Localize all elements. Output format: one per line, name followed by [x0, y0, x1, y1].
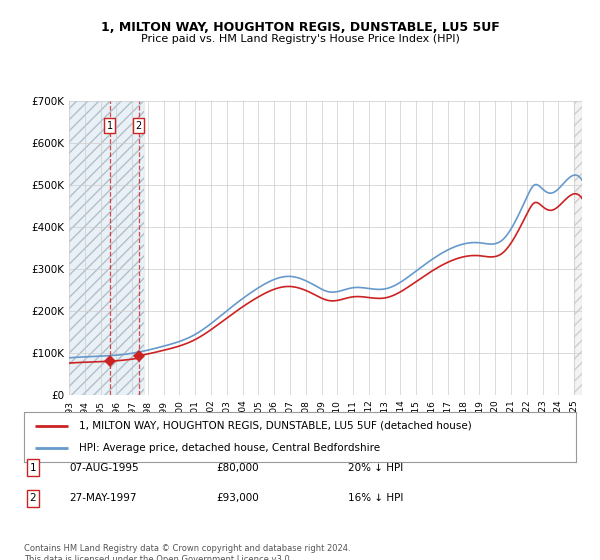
Text: 2: 2 [29, 493, 37, 503]
Text: 27-MAY-1997: 27-MAY-1997 [69, 493, 137, 503]
Text: Contains HM Land Registry data © Crown copyright and database right 2024.
This d: Contains HM Land Registry data © Crown c… [24, 544, 350, 560]
Bar [69, 101, 144, 395]
Text: 20% ↓ HPI: 20% ↓ HPI [348, 463, 403, 473]
Text: 07-AUG-1995: 07-AUG-1995 [69, 463, 139, 473]
Text: 1: 1 [107, 121, 113, 131]
Text: £80,000: £80,000 [216, 463, 259, 473]
Text: Price paid vs. HM Land Registry's House Price Index (HPI): Price paid vs. HM Land Registry's House … [140, 34, 460, 44]
Text: HPI: Average price, detached house, Central Bedfordshire: HPI: Average price, detached house, Cent… [79, 443, 380, 453]
Bar [574, 101, 582, 395]
Text: £93,000: £93,000 [216, 493, 259, 503]
Text: 16% ↓ HPI: 16% ↓ HPI [348, 493, 403, 503]
Bar [574, 101, 582, 395]
Text: 1, MILTON WAY, HOUGHTON REGIS, DUNSTABLE, LU5 5UF (detached house): 1, MILTON WAY, HOUGHTON REGIS, DUNSTABLE… [79, 421, 472, 431]
Bar [69, 101, 144, 395]
Text: 2: 2 [136, 121, 142, 131]
Text: 1: 1 [29, 463, 37, 473]
Text: 1, MILTON WAY, HOUGHTON REGIS, DUNSTABLE, LU5 5UF: 1, MILTON WAY, HOUGHTON REGIS, DUNSTABLE… [101, 21, 499, 34]
